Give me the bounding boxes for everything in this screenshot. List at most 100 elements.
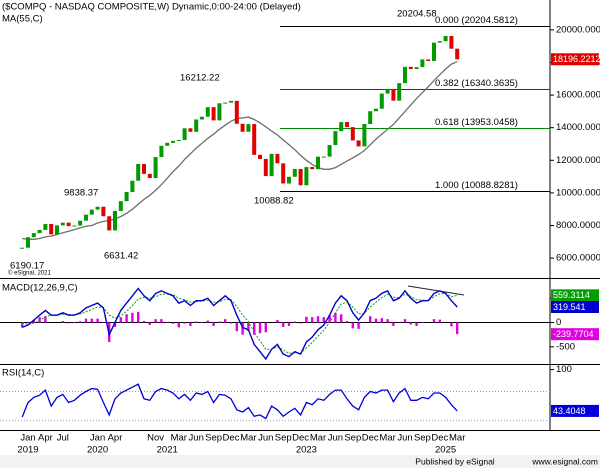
x-tick-label: Sep [414, 433, 431, 444]
candle [72, 225, 77, 227]
candle [147, 173, 152, 179]
y-tick-label: 10000.0000 [556, 187, 600, 198]
histogram-bar [247, 322, 250, 331]
x-tick-label: Jan [90, 433, 105, 444]
x-tick-label: Apr [38, 433, 53, 444]
candle [182, 128, 187, 140]
candle [356, 140, 361, 147]
annotation: 20204.58 [397, 9, 437, 20]
histogram-bar [264, 322, 267, 333]
histogram-bar [113, 322, 117, 327]
candle [269, 153, 274, 177]
candle [292, 168, 297, 177]
histogram-bar [276, 320, 279, 323]
histogram-bar [131, 312, 134, 323]
candle [403, 66, 407, 84]
histogram-bar [386, 319, 389, 323]
histogram-bar [96, 318, 99, 323]
candle [443, 35, 448, 42]
x-tick-label: Mar [379, 433, 395, 444]
x-year-label: 2019 [17, 445, 38, 456]
last-price-box [551, 53, 599, 66]
candle [113, 210, 117, 231]
fib-label: 0.000 (20204.5812) [435, 15, 518, 26]
macd-title: MACD(12,26,9,C) [2, 283, 78, 294]
candle [327, 145, 332, 157]
x-year-label: 2021 [157, 445, 178, 456]
rsi-title: RSI(14,C) [2, 368, 44, 379]
histogram-bar [369, 316, 372, 323]
histogram-bar [351, 322, 354, 329]
candle [211, 107, 216, 121]
histogram-bar [125, 314, 128, 323]
fib-label: 1.000 (10088.8281) [435, 180, 518, 191]
candle [118, 201, 123, 211]
candle [339, 122, 344, 132]
histogram-bar [224, 319, 227, 323]
histogram-bar [403, 319, 407, 323]
histogram-bar [316, 316, 320, 323]
histogram-bar [311, 317, 314, 323]
annotation: 16212.22 [180, 73, 220, 84]
candle [316, 156, 320, 170]
histogram-bar [305, 316, 308, 323]
x-tick-label: Dec [223, 433, 240, 444]
y-tick-label: 0 [556, 317, 561, 328]
histogram-bar [253, 322, 256, 335]
histogram-bar [357, 322, 360, 329]
histogram-bar [90, 318, 93, 323]
histogram-bar [322, 317, 325, 323]
candle [455, 48, 460, 60]
x-tick-label: Apr [108, 433, 123, 444]
candle [153, 157, 158, 179]
histogram-bar [282, 322, 285, 327]
histogram-bar [189, 322, 192, 326]
histogram-bar [160, 319, 163, 323]
candle [37, 229, 42, 234]
x-tick-label: Jun [328, 433, 343, 444]
macd-line [21, 287, 458, 361]
histogram-bar [142, 321, 146, 323]
candle [142, 163, 146, 174]
histogram-bar [206, 320, 209, 323]
x-tick-label: Sep [275, 433, 292, 444]
histogram-bar [79, 321, 82, 323]
candle [391, 88, 396, 101]
signal-value: 559.3114 [553, 290, 590, 300]
candle [205, 107, 210, 117]
x-tick-label: Dec [431, 433, 448, 444]
y-tick-label: 16000.0000 [556, 90, 600, 101]
ma-line [22, 61, 458, 240]
histogram-bar [38, 317, 41, 323]
y-tick-label: 6000.0000 [556, 253, 600, 264]
candle [84, 214, 88, 221]
histogram-bar [432, 319, 436, 323]
y-tick-label: 100 [556, 364, 572, 375]
annotation: 9838.37 [64, 188, 98, 199]
trend-line [407, 285, 465, 296]
signal-value-box [551, 289, 599, 302]
histogram-bar [450, 322, 453, 327]
candle [333, 131, 338, 146]
candle [240, 123, 245, 132]
x-tick-label: Sep [205, 433, 222, 444]
candle [165, 142, 170, 146]
candle [188, 128, 193, 132]
x-tick-label: Dec [292, 433, 309, 444]
candle [246, 124, 251, 132]
candle [432, 42, 436, 61]
candle [194, 119, 199, 132]
x-tick-label: Jun [258, 433, 273, 444]
candle [200, 116, 204, 120]
annotation: 10088.82 [254, 196, 294, 207]
histogram-bar [328, 315, 331, 323]
histogram-bar [148, 322, 151, 325]
footer-publisher: Published by eSignal [415, 456, 495, 466]
candle [321, 156, 326, 158]
x-tick-label: Nov [147, 433, 164, 444]
histogram-bar [345, 321, 349, 323]
histogram-bar [438, 319, 441, 323]
histogram-bar [229, 322, 233, 324]
x-tick-label: Jan [20, 433, 35, 444]
